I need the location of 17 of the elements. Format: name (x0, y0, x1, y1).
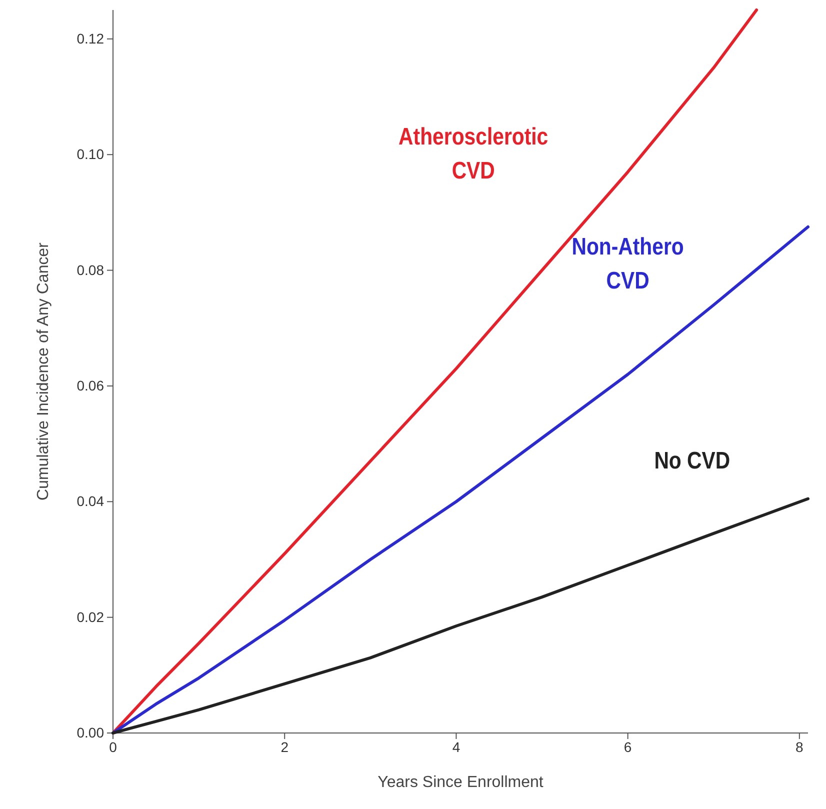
y-axis-title: Cumulative Incidence of Any Cancer (35, 242, 52, 500)
series-label: Non-Athero CVD (572, 232, 684, 294)
y-tick-label: 0.10 (76, 146, 104, 162)
y-tick-label: 0.12 (76, 30, 104, 46)
x-tick-label: 6 (624, 738, 632, 755)
x-tick-label: 0 (109, 738, 118, 755)
y-tick-label: 0.06 (76, 377, 104, 394)
x-tick-label: 2 (280, 738, 289, 755)
x-axis-title: Years Since Enrollment (378, 774, 544, 791)
y-tick-label: 0.08 (76, 262, 104, 278)
y-tick-label: 0.04 (76, 493, 104, 510)
y-tick-label: 0.00 (76, 724, 104, 740)
x-tick-label: 8 (796, 738, 804, 755)
x-tick-label: 4 (452, 738, 460, 755)
text: Atherosclerotic CVD (398, 122, 548, 184)
y-tick-label: 0.02 (76, 608, 104, 625)
text: No CVD (654, 447, 730, 474)
